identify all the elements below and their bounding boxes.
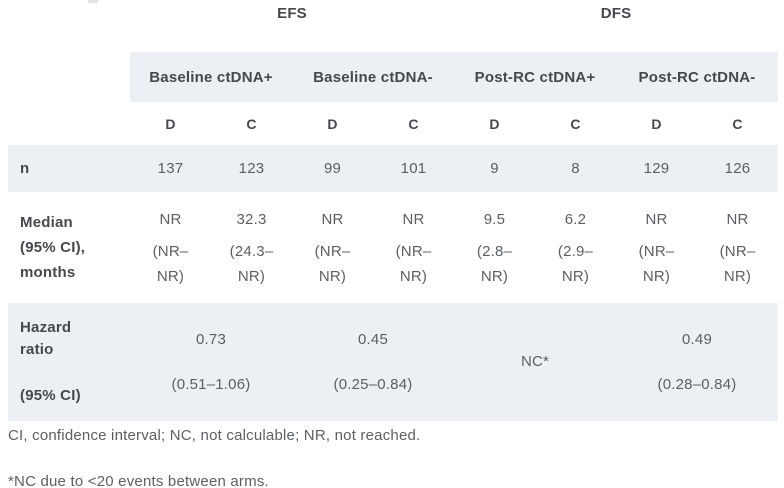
- hazard-ratio-ci: (0.51–1.06): [171, 375, 251, 393]
- arm-header: D: [651, 115, 662, 132]
- hazard-ratio-ci-label-text: (95% CI): [20, 387, 81, 404]
- arm-header: D: [165, 115, 176, 132]
- n-value-cell: 9: [490, 160, 499, 177]
- n-value-cell: 129: [643, 160, 670, 177]
- median-cell: NR (NR– NR): [697, 192, 778, 303]
- hazard-ratio-label-text: Hazard ratio: [20, 319, 72, 358]
- median-value: 9.5: [483, 210, 506, 228]
- median-ci: (NR–: [152, 242, 189, 260]
- arm-header: C: [732, 115, 743, 132]
- post-rc-ctdna-pos-header: Post-RC ctDNA+: [454, 52, 616, 102]
- median-cell: 32.3 (24.3– NR): [211, 192, 292, 303]
- baseline-ctdna-neg-header: Baseline ctDNA-: [292, 52, 454, 102]
- median-value: 32.3: [236, 210, 267, 228]
- abbreviations-footnote: CI, confidence interval; NC, not calcula…: [8, 427, 421, 444]
- median-cell: NR (NR– NR): [292, 192, 373, 303]
- n-value-cell: 99: [323, 160, 342, 177]
- median-value: NR: [159, 210, 182, 228]
- hazard-ratio-cell: 0.73 (0.51–1.06): [130, 303, 292, 421]
- median-ci: (24.3–: [229, 242, 274, 260]
- hazard-ratio-ci: (0.25–0.84): [333, 375, 413, 393]
- hazard-ratio-row-label: Hazard ratio (95% CI): [8, 303, 130, 421]
- median-cell: 6.2 (2.9– NR): [535, 192, 616, 303]
- arm-header-row: D C D C D C D C: [8, 102, 778, 145]
- median-ci: (NR–: [395, 242, 432, 260]
- n-value-cell: 126: [724, 160, 751, 177]
- post-rc-ctdna-neg-header: Post-RC ctDNA-: [616, 52, 778, 102]
- n-row-label: n: [20, 160, 30, 177]
- median-ci: (2.8–: [476, 242, 513, 260]
- median-ci: (NR–: [719, 242, 756, 260]
- nc-footnote: *NC due to <20 events between arms.: [8, 473, 269, 488]
- hazard-ratio-cell: 0.49 (0.28–0.84): [616, 303, 778, 421]
- median-value: NR: [726, 210, 749, 228]
- cropped-text-artifact: [88, 0, 98, 3]
- median-cell: 9.5 (2.8– NR): [454, 192, 535, 303]
- median-value: NR: [402, 210, 425, 228]
- hazard-ratio-row: Hazard ratio (95% CI) 0.73 (0.51–1.06) 0…: [8, 303, 778, 421]
- median-ci: NR): [561, 267, 590, 285]
- median-ci: (NR–: [314, 242, 351, 260]
- median-ci: NR): [237, 267, 266, 285]
- median-ci: NR): [399, 267, 428, 285]
- median-ci: NR): [156, 267, 185, 285]
- arm-header: D: [327, 115, 338, 132]
- hazard-ratio-ci: (0.28–0.84): [657, 375, 737, 393]
- hazard-ratio-value: 0.45: [358, 330, 388, 348]
- efs-column-group-header: EFS: [277, 5, 307, 22]
- median-row-label-line: (95% CI),: [20, 239, 86, 256]
- n-value-cell: 137: [157, 160, 184, 177]
- median-ci: NR): [318, 267, 347, 285]
- arm-header: C: [408, 115, 419, 132]
- hazard-ratio-cell: 0.45 (0.25–0.84): [292, 303, 454, 421]
- median-value: 6.2: [564, 210, 587, 228]
- median-row-label: Median (95% CI), months: [8, 192, 130, 303]
- outcomes-table: EFS DFS Baseline ctDNA+ Baseline ctDNA- …: [8, 0, 778, 421]
- median-value: NR: [321, 210, 344, 228]
- endpoint-header-row: EFS DFS: [8, 0, 778, 52]
- median-cell: NR (NR– NR): [373, 192, 454, 303]
- median-value: NR: [645, 210, 668, 228]
- median-row-label-line: Median: [20, 214, 73, 231]
- n-row: n 137 123 99 101 9 8 129 126: [8, 145, 778, 192]
- median-ci: (NR–: [638, 242, 675, 260]
- hazard-ratio-cell: NC*: [454, 303, 616, 421]
- n-value-cell: 101: [400, 160, 427, 177]
- hazard-ratio-value: NC*: [520, 353, 550, 370]
- ctdna-group-header-row: Baseline ctDNA+ Baseline ctDNA- Post-RC …: [8, 52, 778, 102]
- hazard-ratio-value: 0.73: [196, 330, 226, 348]
- median-row-label-line: months: [20, 264, 76, 281]
- n-value-cell: 8: [571, 160, 580, 177]
- n-value-cell: 123: [238, 160, 265, 177]
- arm-header: C: [570, 115, 581, 132]
- median-ci: NR): [480, 267, 509, 285]
- hazard-ratio-value: 0.49: [682, 330, 712, 348]
- arm-header: C: [246, 115, 257, 132]
- median-ci: NR): [642, 267, 671, 285]
- median-ci: NR): [723, 267, 752, 285]
- median-ci: (2.9–: [557, 242, 594, 260]
- median-cell: NR (NR– NR): [130, 192, 211, 303]
- baseline-ctdna-pos-header: Baseline ctDNA+: [130, 52, 292, 102]
- dfs-column-group-header: DFS: [600, 5, 632, 22]
- arm-header: D: [489, 115, 500, 132]
- median-cell: NR (NR– NR): [616, 192, 697, 303]
- median-row: Median (95% CI), months NR (NR– NR) 32.3…: [8, 192, 778, 303]
